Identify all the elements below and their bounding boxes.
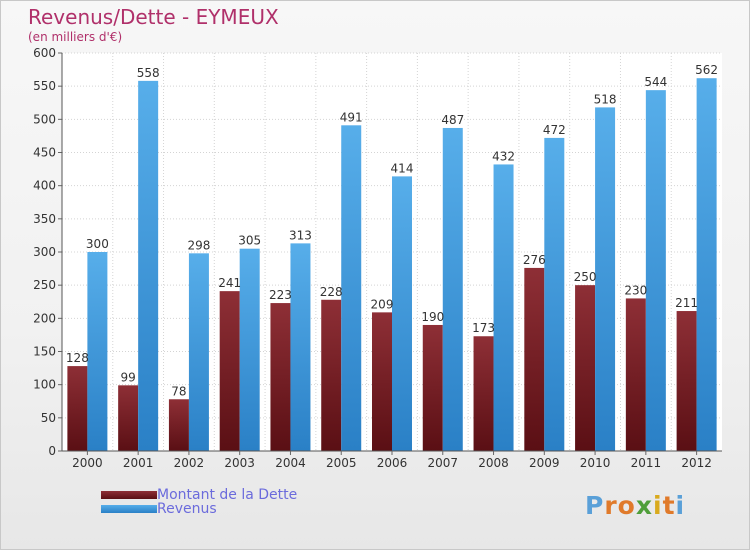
data-label-revenus: 544 <box>644 75 667 89</box>
legend-item-debt: Montant de la Dette <box>101 488 297 502</box>
bar-debt <box>372 312 392 451</box>
y-tick-label: 200 <box>33 311 56 325</box>
bar-debt <box>219 291 240 451</box>
logo-letter: r <box>604 491 618 520</box>
bar-revenus <box>87 252 108 451</box>
y-tick-label: 250 <box>33 278 56 292</box>
bar-debt <box>575 285 596 451</box>
data-label-revenus: 562 <box>695 63 718 77</box>
legend-swatch-revenus <box>101 505 157 513</box>
data-label-debt: 241 <box>218 276 241 290</box>
bar-revenus <box>188 253 209 451</box>
legend-swatch-debt <box>101 491 157 499</box>
x-tick-label: 2000 <box>72 456 103 470</box>
bar-revenus <box>544 137 565 451</box>
logo-letter: P <box>585 491 605 520</box>
bar-debt <box>270 303 291 451</box>
y-tick-label: 350 <box>33 212 56 226</box>
bar-revenus <box>493 164 514 451</box>
x-tick-label: 2010 <box>580 456 611 470</box>
bar-debt <box>422 324 443 451</box>
data-label-revenus: 313 <box>289 228 312 242</box>
logo-letter: i <box>653 491 663 520</box>
data-label-revenus: 432 <box>492 149 515 163</box>
y-tick-label: 550 <box>33 79 56 93</box>
x-tick-label: 2005 <box>326 456 357 470</box>
legend-label-revenus: Revenus <box>157 501 217 517</box>
y-tick-label: 300 <box>33 245 56 259</box>
x-tick-label: 2008 <box>478 456 509 470</box>
x-tick-label: 2002 <box>174 456 205 470</box>
chart-title: Revenus/Dette - EYMEUX <box>28 5 279 29</box>
chart-subtitle: (en milliers d'€) <box>28 30 123 44</box>
bar-revenus <box>696 78 717 451</box>
data-label-revenus: 491 <box>340 110 363 124</box>
data-label-debt: 230 <box>624 283 647 297</box>
data-label-debt: 78 <box>171 384 186 398</box>
bar-revenus <box>392 176 412 451</box>
x-tick-label: 2012 <box>681 456 712 470</box>
data-label-revenus: 298 <box>187 238 210 252</box>
data-label-debt: 223 <box>269 288 292 302</box>
x-tick-label: 2009 <box>529 456 560 470</box>
bar-debt <box>473 336 494 451</box>
legend-label-debt: Montant de la Dette <box>157 487 298 503</box>
x-tick-label: 2004 <box>275 456 306 470</box>
y-tick-label: 400 <box>33 179 56 193</box>
bar-debt <box>118 385 139 451</box>
data-label-revenus: 305 <box>238 234 261 248</box>
y-tick-label: 600 <box>33 46 56 60</box>
logo-letter: x <box>635 491 653 520</box>
y-tick-label: 0 <box>48 444 56 458</box>
y-tick-label: 100 <box>33 378 56 392</box>
data-label-debt: 211 <box>675 296 698 310</box>
bar-revenus <box>595 107 616 451</box>
y-tick-label: 150 <box>33 345 56 359</box>
logo-letter: i <box>675 491 686 520</box>
bar-revenus <box>442 127 463 451</box>
bar-debt <box>67 366 88 451</box>
y-tick-label: 500 <box>33 112 56 126</box>
data-label-debt: 173 <box>472 321 495 335</box>
bar-revenus <box>239 248 260 451</box>
data-label-debt: 99 <box>121 370 136 384</box>
legend-item-revenus: Revenus <box>101 502 217 516</box>
data-label-debt: 250 <box>574 270 597 284</box>
data-label-debt: 128 <box>66 351 89 365</box>
logo-letter: t <box>662 491 676 520</box>
proxiti-logo: Proxiti <box>585 491 685 520</box>
data-label-revenus: 518 <box>594 92 617 106</box>
bar-debt <box>524 267 545 451</box>
data-label-revenus: 414 <box>391 161 414 175</box>
data-label-revenus: 300 <box>86 237 109 251</box>
data-label-debt: 228 <box>320 285 343 299</box>
bar-debt <box>676 311 697 451</box>
y-tick-label: 450 <box>33 146 56 160</box>
x-tick-label: 2001 <box>123 456 154 470</box>
data-label-revenus: 472 <box>543 123 566 137</box>
bar-revenus <box>341 125 362 451</box>
x-tick-label: 2003 <box>224 456 255 470</box>
bar-revenus <box>290 243 311 451</box>
x-tick-label: 2011 <box>631 456 662 470</box>
data-label-revenus: 558 <box>137 66 160 80</box>
data-label-debt: 209 <box>371 297 394 311</box>
x-tick-label: 2007 <box>427 456 458 470</box>
y-tick-label: 50 <box>41 411 56 425</box>
logo-letter: o <box>617 491 636 520</box>
data-label-debt: 276 <box>523 253 546 267</box>
bar-revenus <box>645 90 666 451</box>
data-label-revenus: 487 <box>441 113 464 127</box>
bar-revenus <box>138 80 159 452</box>
bar-debt <box>321 299 342 451</box>
bar-debt <box>168 399 189 451</box>
x-tick-label: 2006 <box>377 456 408 470</box>
data-label-debt: 190 <box>421 310 444 324</box>
bar-debt <box>625 298 646 451</box>
